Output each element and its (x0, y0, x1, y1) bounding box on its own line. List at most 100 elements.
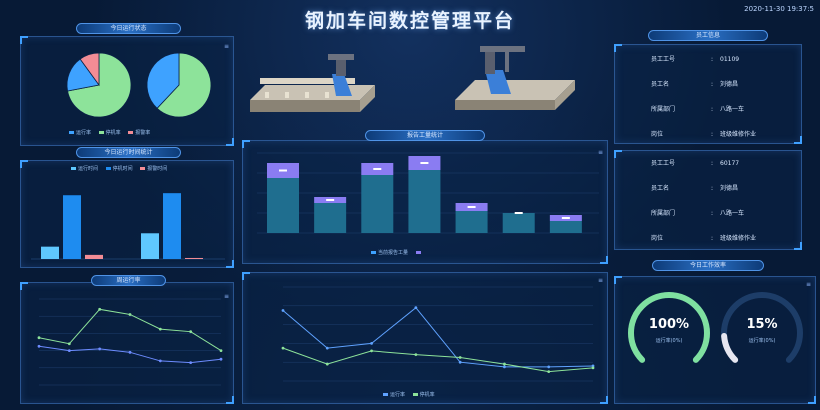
pie-slice (156, 52, 212, 118)
bar (502, 213, 535, 233)
data-point (37, 336, 41, 340)
data-point (158, 327, 162, 331)
report-bar-chart (257, 152, 599, 234)
gauge-fill (721, 332, 739, 363)
data-point (370, 342, 373, 345)
legend-item: 停机时间 (105, 165, 133, 172)
runtime-bar-panel: 今日运行时间统计 运行时间 停机时间 报警时间 (20, 147, 234, 268)
machine-illustrations (250, 46, 575, 112)
bar (455, 211, 488, 233)
menu-icon[interactable]: ≡ (805, 281, 811, 288)
legend-item: 运行率 (383, 391, 405, 398)
gauge-fill (628, 292, 710, 363)
legend-item (415, 250, 423, 256)
data-point (503, 362, 506, 366)
bar (314, 203, 347, 233)
menu-icon[interactable]: ≡ (223, 293, 229, 300)
machine-left (250, 54, 375, 112)
menu-icon[interactable]: ≡ (597, 149, 603, 156)
staff-row: 所属部门: 八路一车 (651, 106, 745, 113)
staff-row: 员工工号:01109 (651, 56, 740, 63)
series-line (282, 306, 594, 368)
legend-item: 停机率 (412, 391, 435, 398)
bar (361, 175, 394, 233)
series-line (282, 347, 594, 373)
pie-charts (66, 52, 212, 118)
page-title: 钢加车间数控管理平台 (304, 10, 515, 32)
staff-row: 岗位: 班级维修作业 (651, 131, 757, 138)
bar (85, 254, 103, 259)
data-point (281, 309, 285, 312)
data-point (128, 313, 132, 316)
data-point (503, 365, 506, 369)
rate-line-panel: ≡ 运行率 停机率 (242, 272, 608, 404)
pie-panel: 今日运行状态 ≡ 运行率 停机率 报警率 (20, 23, 234, 146)
report-panel-title: 报告工量统计 (365, 130, 485, 141)
bar-marker (514, 212, 523, 214)
data-point (281, 346, 285, 350)
legend-item: 运行率 (69, 129, 91, 136)
pie-legend: 运行率 停机率 报警率 (69, 129, 156, 136)
data-point (67, 349, 71, 352)
bar (63, 195, 81, 259)
data-point (67, 342, 71, 346)
data-point (370, 349, 373, 353)
data-point (98, 307, 102, 311)
menu-icon[interactable]: ≡ (597, 277, 603, 284)
runtime-bar-chart (31, 193, 225, 260)
staff-row: 员工名: 刘德昌 (651, 81, 739, 88)
legend-item: 当前报告工量 (371, 249, 408, 256)
gauge-label: 运行率(0%) (655, 338, 683, 344)
staff-panel-title: 员工信息 (648, 30, 768, 41)
runtime-panel-title: 今日运行时间统计 (76, 147, 181, 158)
staff-row: 所属部门: 八路一车 (651, 210, 745, 217)
bar-marker (326, 199, 335, 201)
data-point (547, 370, 551, 373)
rate-line-chart (281, 286, 595, 382)
data-point (219, 357, 223, 361)
gauge-value: 100% (648, 317, 690, 332)
bar (549, 221, 582, 233)
data-point (189, 330, 193, 334)
staff-card-1: 员工工号:01109 员工名: 刘德昌 所属部门: 八路一车 岗位: 班级维修作业 (614, 44, 802, 144)
pie-panel-title: 今日运行状态 (76, 23, 181, 34)
report-legend: 当前报告工量 (371, 249, 429, 256)
data-point (414, 353, 418, 357)
staff-row: 员工工号:60177 (651, 160, 740, 167)
pie-slice (146, 52, 180, 109)
efficiency-panel-title: 今日工作效率 (652, 260, 764, 271)
data-point (158, 359, 162, 363)
menu-icon[interactable]: ≡ (223, 43, 229, 50)
gauge-value: 15% (746, 317, 778, 332)
data-point (325, 346, 329, 350)
report-bar-panel: 报告工量统计 ≡ 当前报告工量 (242, 130, 608, 264)
bar-marker (467, 206, 476, 208)
efficiency-panel: ≡ 100% 运行率(0%) 15% 运行率(0%) (614, 276, 816, 404)
weekly-line-panel: 周运行率 ≡ (20, 275, 234, 404)
staff-row: 员工名: 刘德昌 (651, 185, 739, 192)
data-point (458, 360, 462, 364)
data-point (591, 366, 595, 370)
data-point (414, 306, 418, 310)
legend-item: 报警时间 (140, 165, 167, 172)
bar (163, 193, 181, 259)
legend-item: 运行时间 (71, 165, 98, 172)
pie-slice (79, 52, 100, 87)
series-line (38, 345, 222, 364)
data-point (325, 362, 329, 366)
bar-marker (279, 169, 287, 172)
bar-marker (373, 168, 382, 170)
bar (185, 257, 203, 259)
data-point (189, 361, 193, 365)
weekly-panel-title: 周运行率 (91, 275, 166, 286)
bar (41, 246, 59, 259)
bar (141, 233, 159, 259)
staff-row: 岗位: 班级维修作业 (651, 235, 757, 242)
bar (408, 170, 441, 233)
staff-card-2: 员工工号:60177 员工名: 刘德昌 所属部门: 八路一车 岗位: 班级维修作业 (614, 150, 802, 250)
bar (267, 178, 299, 233)
runtime-legend: 运行时间 停机时间 报警时间 (71, 165, 173, 172)
data-point (98, 347, 102, 351)
bar-marker (561, 217, 570, 219)
data-point (128, 350, 132, 354)
